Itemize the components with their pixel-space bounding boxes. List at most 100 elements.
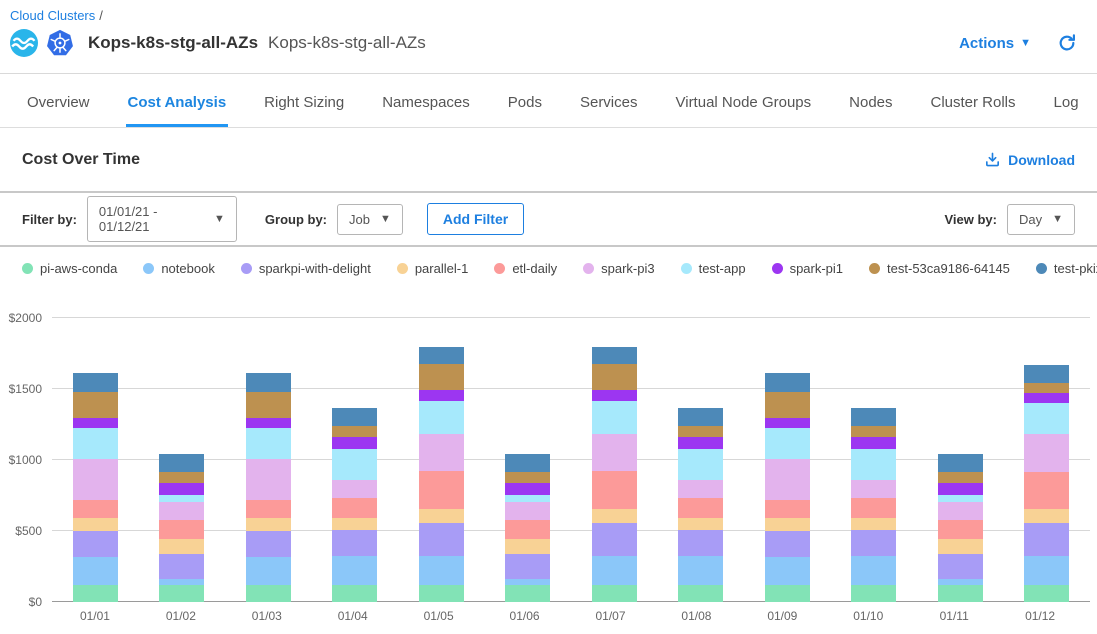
bar-segment-sparkpi-with-delight[interactable]: [1024, 522, 1070, 556]
bar-segment-notebook[interactable]: [764, 556, 810, 585]
bar-segment-test-pkix[interactable]: [937, 453, 983, 473]
bar-segment-test-53ca9186-64145[interactable]: [332, 425, 378, 438]
bar-segment-spark-pi3[interactable]: [505, 501, 551, 520]
bar-segment-spark-pi1[interactable]: [937, 483, 983, 495]
bar-segment-test-53ca9186-64145[interactable]: [851, 425, 897, 438]
bar-segment-notebook[interactable]: [159, 578, 205, 585]
bar-segment-test-53ca9186-64145[interactable]: [937, 472, 983, 484]
legend-item-pi-aws-conda[interactable]: pi-aws-conda: [22, 261, 117, 276]
bar-segment-test-53ca9186-64145[interactable]: [245, 392, 291, 418]
bar-segment-notebook[interactable]: [332, 555, 378, 585]
bar-segment-parallel-1[interactable]: [764, 518, 810, 532]
bar-segment-parallel-1[interactable]: [851, 518, 897, 531]
tab-pods[interactable]: Pods: [507, 94, 542, 111]
bar-segment-sparkpi-with-delight[interactable]: [159, 553, 205, 579]
bar-segment-pi-aws-conda[interactable]: [505, 584, 551, 602]
bar-segment-etl-daily[interactable]: [418, 471, 464, 510]
tab-nodes[interactable]: Nodes: [849, 94, 893, 111]
legend-item-notebook[interactable]: notebook: [143, 261, 215, 276]
bar-segment-sparkpi-with-delight[interactable]: [678, 530, 724, 556]
legend-item-test-pkix[interactable]: test-pkix: [1035, 261, 1097, 276]
bar-segment-notebook[interactable]: [418, 555, 464, 585]
bar-segment-test-app[interactable]: [764, 428, 810, 459]
tab-virtual-node-groups[interactable]: Virtual Node Groups: [675, 94, 812, 111]
bar-segment-test-app[interactable]: [332, 448, 378, 480]
bar-segment-test-app[interactable]: [159, 494, 205, 502]
stacked-bar-01/03[interactable]: [245, 373, 291, 602]
stacked-bar-01/05[interactable]: [418, 347, 464, 602]
bar-segment-test-app[interactable]: [418, 401, 464, 434]
legend-item-spark-pi3[interactable]: spark-pi3: [583, 261, 655, 276]
bar-segment-spark-pi3[interactable]: [332, 479, 378, 498]
bar-segment-test-app[interactable]: [245, 428, 291, 459]
bar-segment-test-app[interactable]: [72, 428, 118, 459]
bar-segment-sparkpi-with-delight[interactable]: [851, 530, 897, 556]
bar-segment-test-53ca9186-64145[interactable]: [678, 425, 724, 438]
legend-item-parallel-1[interactable]: parallel-1: [396, 261, 468, 276]
bar-segment-etl-daily[interactable]: [764, 499, 810, 519]
bar-segment-spark-pi3[interactable]: [245, 458, 291, 500]
bar-segment-pi-aws-conda[interactable]: [159, 584, 205, 602]
bar-segment-sparkpi-with-delight[interactable]: [591, 522, 637, 556]
bar-segment-parallel-1[interactable]: [418, 509, 464, 523]
date-range-dropdown[interactable]: 01/01/21 - 01/12/21 ▼: [86, 196, 237, 242]
bar-segment-sparkpi-with-delight[interactable]: [332, 530, 378, 556]
bar-segment-test-pkix[interactable]: [159, 453, 205, 473]
legend-item-test-53ca9186-64145[interactable]: test-53ca9186-64145: [869, 261, 1010, 276]
stacked-bar-01/08[interactable]: [678, 408, 724, 602]
legend-item-spark-pi1[interactable]: spark-pi1: [771, 261, 843, 276]
bar-segment-test-app[interactable]: [678, 448, 724, 480]
legend-item-sparkpi-with-delight[interactable]: sparkpi-with-delight: [240, 261, 371, 276]
bar-segment-pi-aws-conda[interactable]: [937, 584, 983, 602]
bar-segment-spark-pi1[interactable]: [851, 437, 897, 449]
bar-segment-test-53ca9186-64145[interactable]: [1024, 382, 1070, 393]
stacked-bar-01/09[interactable]: [764, 373, 810, 602]
bar-segment-test-53ca9186-64145[interactable]: [764, 392, 810, 418]
bar-segment-pi-aws-conda[interactable]: [591, 584, 637, 602]
bar-segment-sparkpi-with-delight[interactable]: [418, 522, 464, 556]
stacked-bar-01/04[interactable]: [332, 408, 378, 602]
bar-segment-test-pkix[interactable]: [851, 408, 897, 426]
legend-item-etl-daily[interactable]: etl-daily: [494, 261, 557, 276]
bar-segment-spark-pi3[interactable]: [851, 479, 897, 498]
bar-segment-notebook[interactable]: [678, 555, 724, 585]
stacked-bar-01/12[interactable]: [1024, 364, 1070, 602]
bar-segment-parallel-1[interactable]: [1024, 509, 1070, 523]
bar-segment-pi-aws-conda[interactable]: [851, 584, 897, 602]
bar-segment-etl-daily[interactable]: [332, 497, 378, 519]
tab-overview[interactable]: Overview: [27, 94, 90, 111]
bar-segment-parallel-1[interactable]: [72, 518, 118, 532]
bar-segment-pi-aws-conda[interactable]: [72, 584, 118, 602]
bar-segment-sparkpi-with-delight[interactable]: [764, 531, 810, 557]
bar-segment-spark-pi1[interactable]: [245, 417, 291, 429]
bar-segment-spark-pi1[interactable]: [332, 437, 378, 449]
download-button[interactable]: Download: [984, 151, 1075, 168]
view-by-dropdown[interactable]: Day ▼: [1006, 203, 1075, 235]
bar-segment-parallel-1[interactable]: [332, 518, 378, 531]
bar-segment-spark-pi3[interactable]: [1024, 434, 1070, 473]
bar-segment-parallel-1[interactable]: [505, 538, 551, 554]
breadcrumb-link-cloud-clusters[interactable]: Cloud Clusters: [10, 8, 96, 23]
bar-segment-etl-daily[interactable]: [937, 519, 983, 539]
bar-segment-test-pkix[interactable]: [72, 373, 118, 393]
bar-segment-notebook[interactable]: [505, 578, 551, 585]
bar-segment-pi-aws-conda[interactable]: [764, 584, 810, 602]
bar-segment-notebook[interactable]: [1024, 555, 1070, 585]
bar-segment-spark-pi1[interactable]: [72, 417, 118, 429]
tab-right-sizing[interactable]: Right Sizing: [264, 94, 345, 111]
bar-segment-spark-pi3[interactable]: [678, 479, 724, 498]
bar-segment-parallel-1[interactable]: [159, 538, 205, 554]
bar-segment-pi-aws-conda[interactable]: [332, 584, 378, 602]
bar-segment-test-app[interactable]: [591, 401, 637, 434]
bar-segment-pi-aws-conda[interactable]: [678, 584, 724, 602]
bar-segment-parallel-1[interactable]: [937, 538, 983, 554]
bar-segment-sparkpi-with-delight[interactable]: [505, 553, 551, 579]
bar-segment-etl-daily[interactable]: [1024, 472, 1070, 510]
bar-segment-pi-aws-conda[interactable]: [245, 584, 291, 602]
bar-segment-test-pkix[interactable]: [332, 408, 378, 426]
bar-segment-notebook[interactable]: [937, 578, 983, 585]
stacked-bar-01/10[interactable]: [851, 408, 897, 602]
bar-segment-sparkpi-with-delight[interactable]: [937, 553, 983, 579]
bar-segment-etl-daily[interactable]: [159, 519, 205, 539]
tab-cluster-rolls[interactable]: Cluster Rolls: [930, 94, 1016, 111]
